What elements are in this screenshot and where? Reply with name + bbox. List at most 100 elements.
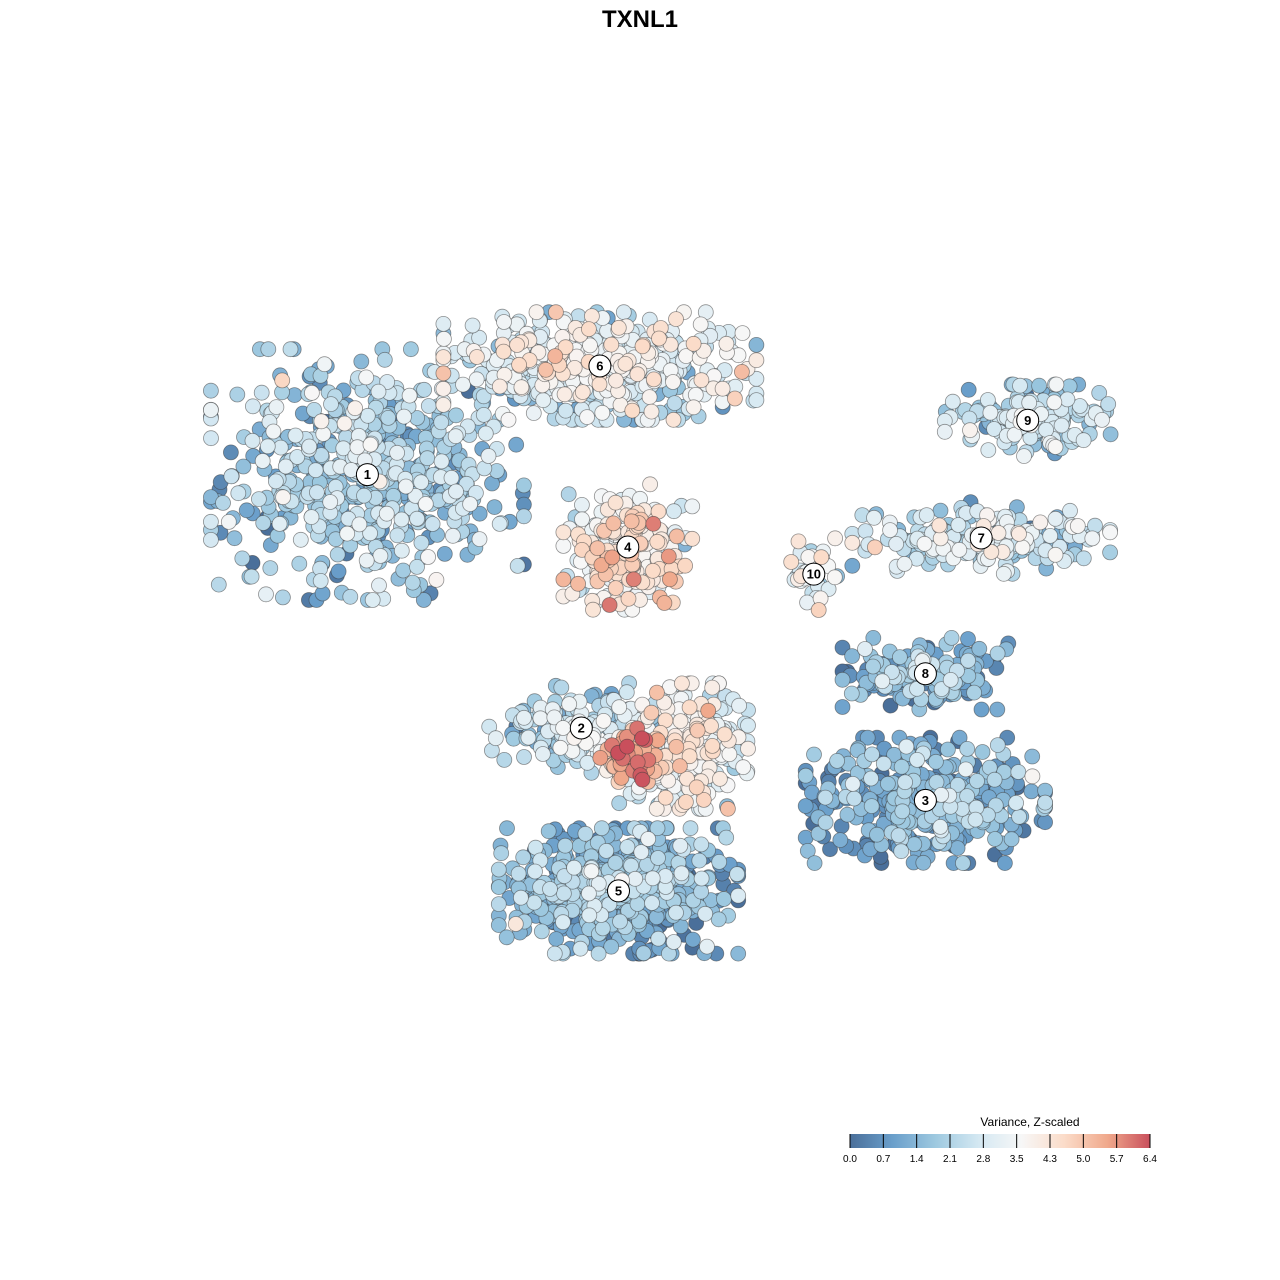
scatter-point [859,729,876,746]
scatter-point [1032,514,1049,531]
scatter-point [555,571,572,588]
scatter-point [617,355,634,372]
scatter-point [413,474,430,491]
scatter-point [287,427,304,444]
scatter-point [364,592,381,608]
scatter-point [336,415,353,432]
scatter-point [462,496,479,513]
scatter-point [668,739,685,755]
scatter-point [718,829,735,846]
scatter-point [909,752,925,768]
scatter-point [202,513,219,530]
scatter-point [493,845,510,862]
scatter-point [734,325,751,342]
scatter-point [951,729,968,746]
scatter-point [645,371,662,388]
scatter-point [556,386,573,403]
scatter-point [424,516,441,532]
scatter-point [611,699,628,716]
scatter-point [959,741,976,757]
scatter-point [301,438,318,455]
scatter-point [875,755,892,772]
scatter-point [880,775,896,792]
scatter-point [527,863,543,880]
scatter-point [716,891,732,907]
scatter-point [806,855,823,871]
scatter-point [574,496,590,513]
scatter-point [513,379,530,396]
scatter-point [548,304,564,321]
scatter-point [651,330,667,347]
scatter-point [1048,376,1065,393]
scatter-point [869,826,885,843]
scatter-point [684,530,701,547]
scatter-point [678,794,694,810]
scatter-point [389,527,406,544]
scatter-point [844,648,860,664]
scatter-point [936,423,953,440]
scatter-point [898,738,915,755]
scatter-point [966,684,982,701]
color-bar-tick-label: 2.8 [976,1154,990,1165]
scatter-point [210,576,227,593]
legend-title: Variance, Z-scaled [980,1115,1079,1129]
scatter-point [633,844,650,860]
scatter-point [1023,783,1040,800]
scatter-point [874,673,891,690]
scatter-point [649,684,665,701]
scatter-point [508,436,525,453]
scatter-point [799,843,816,859]
scatter-point [542,881,558,897]
scatter-point [1102,426,1119,443]
scatter-point [1003,831,1020,848]
scatter-point [516,749,532,765]
scatter-point [692,316,709,333]
color-bar-tick-label: 2.1 [943,1154,957,1165]
scatter-point [349,439,366,456]
scatter-point [574,384,591,401]
scatter-point [500,411,517,428]
scatter-point [235,458,252,475]
scatter-point [944,393,961,410]
scatter-point [797,798,814,814]
scatter-point [356,487,372,504]
scatter-point [584,308,600,325]
color-bar-tick-label: 0.0 [843,1154,857,1165]
scatter-point [511,356,527,373]
scatter-point [857,641,873,657]
scatter-point [292,531,309,548]
scatter-point [629,366,646,383]
scatter-point [471,531,488,547]
scatter-point [535,746,551,762]
scatter-point [672,758,688,774]
scatter-point [1046,394,1063,411]
scatter-point [951,542,968,558]
scatter-point [1008,795,1024,811]
cluster-label-text: 7 [978,530,985,545]
scatter-point [989,645,1006,662]
scatter-point [419,450,436,467]
scatter-point [1059,391,1076,408]
scatter-point [507,916,524,932]
scatter-point [455,376,471,393]
scatter-point [557,837,574,854]
scatter-point [591,376,608,393]
scatter-point [641,389,658,406]
scatter-point [710,911,727,928]
scatter-point [393,511,410,528]
scatter-point [844,557,861,574]
scatter-point [468,371,485,388]
scatter-point [817,789,834,806]
scatter-point [734,363,750,380]
scatter-point [557,402,574,419]
scatter-point [420,398,437,414]
scatter-point [202,532,219,548]
scatter-point [1053,417,1070,434]
scatter-point [223,468,240,485]
cluster-label-text: 10 [807,567,821,582]
scatter-point [491,378,508,395]
scatter-point [643,403,660,420]
scatter-point [258,586,274,603]
scatter-point [672,713,689,729]
scatter-point [906,836,923,853]
